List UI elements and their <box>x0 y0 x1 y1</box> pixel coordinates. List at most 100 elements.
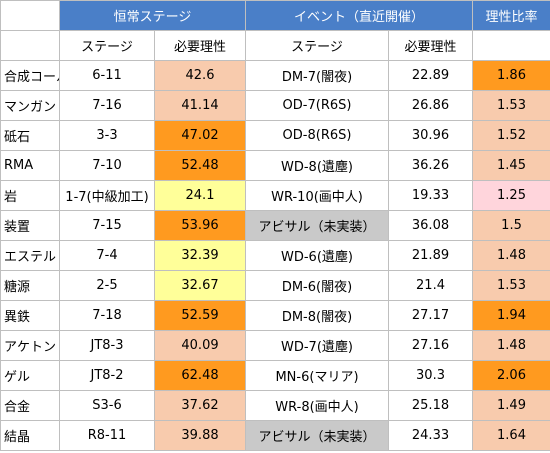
data-cell: WD-6(遺塵) <box>245 240 389 271</box>
material-cell: RMA <box>0 150 60 181</box>
data-cell: 25.18 <box>387 390 474 421</box>
data-cell: 30.96 <box>387 120 474 151</box>
material-cell: 砥石 <box>0 120 60 151</box>
data-cell: 32.67 <box>154 270 246 301</box>
data-cell: DM-8(闇夜) <box>245 300 389 331</box>
data-cell: 1-7(中級加工) <box>59 180 155 211</box>
corner-cell <box>0 0 60 31</box>
data-cell: 19.33 <box>387 180 474 211</box>
subheader-cell: ステージ <box>245 30 389 61</box>
data-cell: 1.45 <box>472 150 550 181</box>
data-cell: 47.02 <box>154 120 246 151</box>
data-cell: 1.64 <box>472 420 550 451</box>
material-cell: 結晶 <box>0 420 60 451</box>
data-row: エステル 7-4 32.39 WD-6(遺塵) 21.89 1.48 <box>0 240 550 271</box>
data-cell: 40.09 <box>154 330 246 361</box>
data-row: RMA 7-10 52.48 WD-8(遺塵) 36.26 1.45 <box>0 150 550 181</box>
header-cell: 恒常ステージ <box>59 0 246 31</box>
data-cell: 24.1 <box>154 180 246 211</box>
header-cell: 理性比率 <box>472 0 550 31</box>
header-cell: イベント（直近開催） <box>244 0 474 31</box>
data-cell: MN-6(マリア) <box>245 360 389 391</box>
data-cell: 30.3 <box>387 360 474 391</box>
data-cell: 41.14 <box>154 90 246 121</box>
data-cell: 2-5 <box>59 270 155 301</box>
subheader-cell: 必要理性 <box>387 30 474 61</box>
data-cell: 36.26 <box>387 150 474 181</box>
data-cell: 1.53 <box>472 270 550 301</box>
data-cell: 39.88 <box>154 420 246 451</box>
data-row: 装置 7-15 53.96 アビサル（未実装） 36.08 1.5 <box>0 210 550 241</box>
material-cell: 合金 <box>0 390 60 421</box>
subheader-row: ステージ 必要理性 ステージ 必要理性 <box>0 30 550 61</box>
data-cell: 1.52 <box>472 120 550 151</box>
data-cell: 1.53 <box>472 90 550 121</box>
blank-cell <box>472 30 550 61</box>
data-cell: 1.86 <box>472 60 550 91</box>
material-cell: 合成コール <box>0 60 60 91</box>
data-cell: 52.48 <box>154 150 246 181</box>
data-cell: OD-8(R6S) <box>245 120 389 151</box>
data-row: 異鉄 7-18 52.59 DM-8(闇夜) 27.17 1.94 <box>0 300 550 331</box>
material-cell: 岩 <box>0 180 60 211</box>
data-cell: アビサル（未実装） <box>245 420 389 451</box>
material-cell: アケトン <box>0 330 60 361</box>
data-cell: 62.48 <box>154 360 246 391</box>
data-cell: 1.49 <box>472 390 550 421</box>
data-cell: 3-3 <box>59 120 155 151</box>
data-row: マンガン 7-16 41.14 OD-7(R6S) 26.86 1.53 <box>0 90 550 121</box>
data-cell: 7-18 <box>59 300 155 331</box>
material-cell: ゲル <box>0 360 60 391</box>
data-row: 合金 S3-6 37.62 WR-8(画中人) 25.18 1.49 <box>0 390 550 421</box>
data-cell: 37.62 <box>154 390 246 421</box>
subheader-cell: 必要理性 <box>154 30 246 61</box>
data-cell: 7-16 <box>59 90 155 121</box>
data-cell: 2.06 <box>472 360 550 391</box>
material-cell: エステル <box>0 240 60 271</box>
data-cell: 6-11 <box>59 60 155 91</box>
data-cell: 7-4 <box>59 240 155 271</box>
data-row: アケトン JT8-3 40.09 WD-7(遺塵) 27.16 1.48 <box>0 330 550 361</box>
data-cell: 36.08 <box>387 210 474 241</box>
data-row: 結晶 R8-11 39.88 アビサル（未実装） 24.33 1.64 <box>0 420 550 451</box>
material-cell: 糖源 <box>0 270 60 301</box>
data-cell: 21.89 <box>387 240 474 271</box>
data-cell: R8-11 <box>59 420 155 451</box>
material-cell: 装置 <box>0 210 60 241</box>
data-cell: 21.4 <box>387 270 474 301</box>
data-cell: 1.48 <box>472 330 550 361</box>
material-cell: 異鉄 <box>0 300 60 331</box>
data-row: 岩 1-7(中級加工) 24.1 WR-10(画中人) 19.33 1.25 <box>0 180 550 211</box>
data-cell: 7-10 <box>59 150 155 181</box>
data-cell: 26.86 <box>387 90 474 121</box>
data-cell: 53.96 <box>154 210 246 241</box>
data-cell: 32.39 <box>154 240 246 271</box>
data-cell: 1.5 <box>472 210 550 241</box>
data-cell: WR-10(画中人) <box>245 180 389 211</box>
data-cell: 27.17 <box>387 300 474 331</box>
corner-cell <box>0 30 60 61</box>
data-cell: JT8-3 <box>59 330 155 361</box>
data-cell: DM-7(闇夜) <box>245 60 389 91</box>
subheader-cell: ステージ <box>59 30 155 61</box>
data-cell: 1.25 <box>472 180 550 211</box>
data-cell: WR-8(画中人) <box>245 390 389 421</box>
data-cell: 27.16 <box>387 330 474 361</box>
data-cell: 52.59 <box>154 300 246 331</box>
data-cell: JT8-2 <box>59 360 155 391</box>
data-cell: WD-8(遺塵) <box>245 150 389 181</box>
data-cell: 22.89 <box>387 60 474 91</box>
data-cell: DM-6(闇夜) <box>245 270 389 301</box>
data-cell: S3-6 <box>59 390 155 421</box>
header-row: 恒常ステージ イベント（直近開催） 理性比率 <box>0 0 550 31</box>
data-row: 砥石 3-3 47.02 OD-8(R6S) 30.96 1.52 <box>0 120 550 151</box>
data-cell: 1.94 <box>472 300 550 331</box>
material-cell: マンガン <box>0 90 60 121</box>
data-cell: 1.48 <box>472 240 550 271</box>
data-cell: 24.33 <box>387 420 474 451</box>
data-cell: 42.6 <box>154 60 246 91</box>
data-cell: 7-15 <box>59 210 155 241</box>
data-cell: OD-7(R6S) <box>245 90 389 121</box>
